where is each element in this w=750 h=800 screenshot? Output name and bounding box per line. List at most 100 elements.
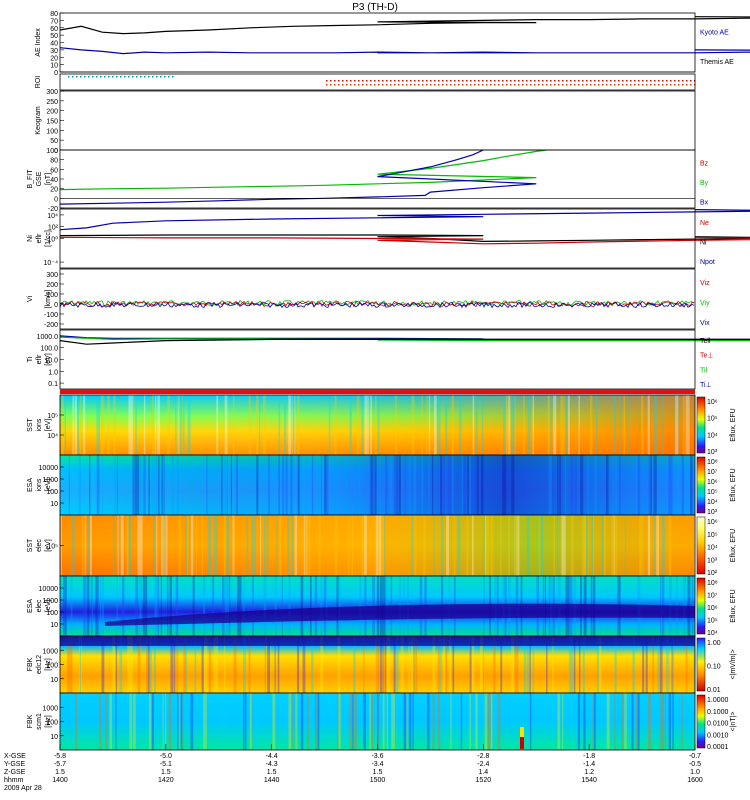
spectrogram-streak bbox=[404, 455, 406, 515]
spectrogram-streak bbox=[682, 395, 685, 455]
spectrogram-streak bbox=[222, 576, 225, 636]
spectrogram-streak bbox=[228, 576, 231, 636]
spectrogram-streak bbox=[276, 515, 278, 576]
spectrogram-streak bbox=[139, 455, 143, 515]
spectrogram-streak bbox=[356, 395, 360, 455]
y-tick-label: -200 bbox=[44, 322, 58, 329]
spectrogram-streak bbox=[475, 693, 478, 750]
spectrogram-streak bbox=[578, 636, 581, 693]
spectrogram-streak bbox=[653, 455, 655, 515]
roi-mark bbox=[426, 80, 428, 82]
spectrogram-streak bbox=[129, 636, 133, 693]
spectrogram-streak bbox=[146, 636, 148, 693]
roi-mark bbox=[462, 80, 464, 82]
roi-mark bbox=[362, 84, 364, 86]
roi-mark bbox=[160, 76, 162, 78]
y-tick-label: 300 bbox=[46, 89, 58, 96]
roi-mark bbox=[338, 84, 340, 86]
spectrogram-streak bbox=[157, 576, 160, 636]
spectrogram-streak bbox=[613, 395, 616, 455]
colorbar-label: <|nT|> bbox=[730, 712, 737, 732]
spectrogram-streak bbox=[167, 576, 169, 636]
roi-mark bbox=[618, 84, 620, 86]
spectrogram-streak bbox=[349, 693, 353, 750]
spectrogram-streak bbox=[175, 693, 179, 750]
roi-mark bbox=[654, 80, 656, 82]
spectrogram-streak bbox=[443, 636, 446, 693]
panel-spec1: 10³ 10⁴ 10⁵ 10⁶ Eflux, EFU 10⁴ 10⁵ SST ions [eV] bbox=[27, 394, 737, 456]
roi-mark bbox=[486, 80, 488, 82]
spectrogram-streak bbox=[377, 395, 380, 455]
spectrogram-streak bbox=[596, 395, 598, 455]
spectrogram-streak bbox=[131, 395, 133, 455]
spectrogram-streak bbox=[165, 693, 167, 750]
panel-frame bbox=[59, 149, 696, 209]
spectrogram-streak bbox=[96, 576, 100, 636]
spectrogram-streak bbox=[656, 515, 659, 576]
spectrogram-streak bbox=[176, 395, 178, 455]
spectrogram-streak bbox=[292, 395, 296, 455]
spectrogram-streak bbox=[112, 515, 115, 576]
roi-mark bbox=[558, 84, 560, 86]
spectrogram-streak bbox=[151, 395, 154, 455]
spectrogram-streak bbox=[669, 455, 672, 515]
spectrogram-streak bbox=[481, 395, 484, 455]
spectrogram-streak bbox=[477, 693, 481, 750]
ion-energy-band bbox=[105, 603, 695, 626]
spectrogram-streak bbox=[303, 515, 307, 576]
spectrogram-streak bbox=[267, 636, 271, 693]
spectrogram-streak bbox=[627, 395, 629, 455]
spectrogram-streak bbox=[601, 515, 604, 576]
spectrogram-streak bbox=[675, 395, 679, 455]
spectrogram-streak bbox=[413, 636, 415, 693]
spectrogram-streak bbox=[685, 395, 689, 455]
spectrogram-streak bbox=[195, 515, 197, 576]
spectrogram-streak bbox=[190, 693, 194, 750]
spectrogram-streak bbox=[296, 636, 300, 693]
spectrogram-streak bbox=[266, 515, 269, 576]
spectrogram-streak bbox=[497, 693, 501, 750]
roi-mark bbox=[350, 80, 352, 82]
spectrogram-streak bbox=[107, 395, 110, 455]
spectrogram-streak bbox=[361, 515, 363, 576]
spectrogram-streak bbox=[78, 455, 81, 515]
spectrogram-streak bbox=[224, 636, 226, 693]
spectrogram-streak bbox=[650, 455, 652, 515]
roi-mark bbox=[450, 80, 452, 82]
roi-mark bbox=[578, 84, 580, 86]
panel-spec4: 10⁴ 10⁵ 10⁶ 10⁷ 10⁸ Eflux, EFU 10 100 1000 10000 E… bbox=[27, 575, 737, 637]
spectrogram-streak bbox=[514, 515, 518, 576]
spectrogram-streak bbox=[654, 395, 658, 455]
spectrogram-streak bbox=[440, 515, 444, 576]
spectrogram-streak bbox=[398, 455, 401, 515]
spectrogram-streak bbox=[79, 395, 82, 455]
colorbar bbox=[696, 637, 706, 692]
spectrogram-streak bbox=[149, 636, 152, 693]
y-tick-label: 100 bbox=[46, 720, 58, 727]
roi-mark bbox=[570, 84, 572, 86]
spectrogram-streak bbox=[532, 395, 534, 455]
spectrogram-streak bbox=[345, 455, 348, 515]
roi-mark bbox=[334, 84, 336, 86]
x-tick-label: -1.8 bbox=[583, 753, 595, 760]
x-tick-label: 1.2 bbox=[584, 769, 594, 776]
y-axis-label: [eV] bbox=[45, 600, 52, 613]
spectrogram-streak bbox=[297, 455, 300, 515]
y-axis-label: AE Index bbox=[35, 28, 42, 57]
spectrogram-streak bbox=[181, 395, 183, 455]
spectrogram-streak bbox=[163, 515, 165, 576]
y-tick-label: 10000 bbox=[39, 586, 59, 593]
spectrogram-streak bbox=[226, 455, 228, 515]
legend-entry: Ni bbox=[700, 239, 707, 246]
spectrogram-overlay bbox=[60, 395, 695, 455]
spectrogram-streak bbox=[116, 576, 118, 636]
colorbar-tick-label: 0.0001 bbox=[707, 744, 729, 751]
roi-mark bbox=[690, 80, 692, 82]
spectrogram-streak bbox=[593, 693, 596, 750]
spectrogram-streak bbox=[82, 395, 86, 455]
colorbar-tick-label: 10⁷ bbox=[707, 593, 718, 600]
roi-mark bbox=[582, 80, 584, 82]
spectrogram-streak bbox=[691, 455, 693, 515]
spectrogram-streak bbox=[135, 693, 138, 750]
spectrogram-streak bbox=[132, 455, 135, 515]
